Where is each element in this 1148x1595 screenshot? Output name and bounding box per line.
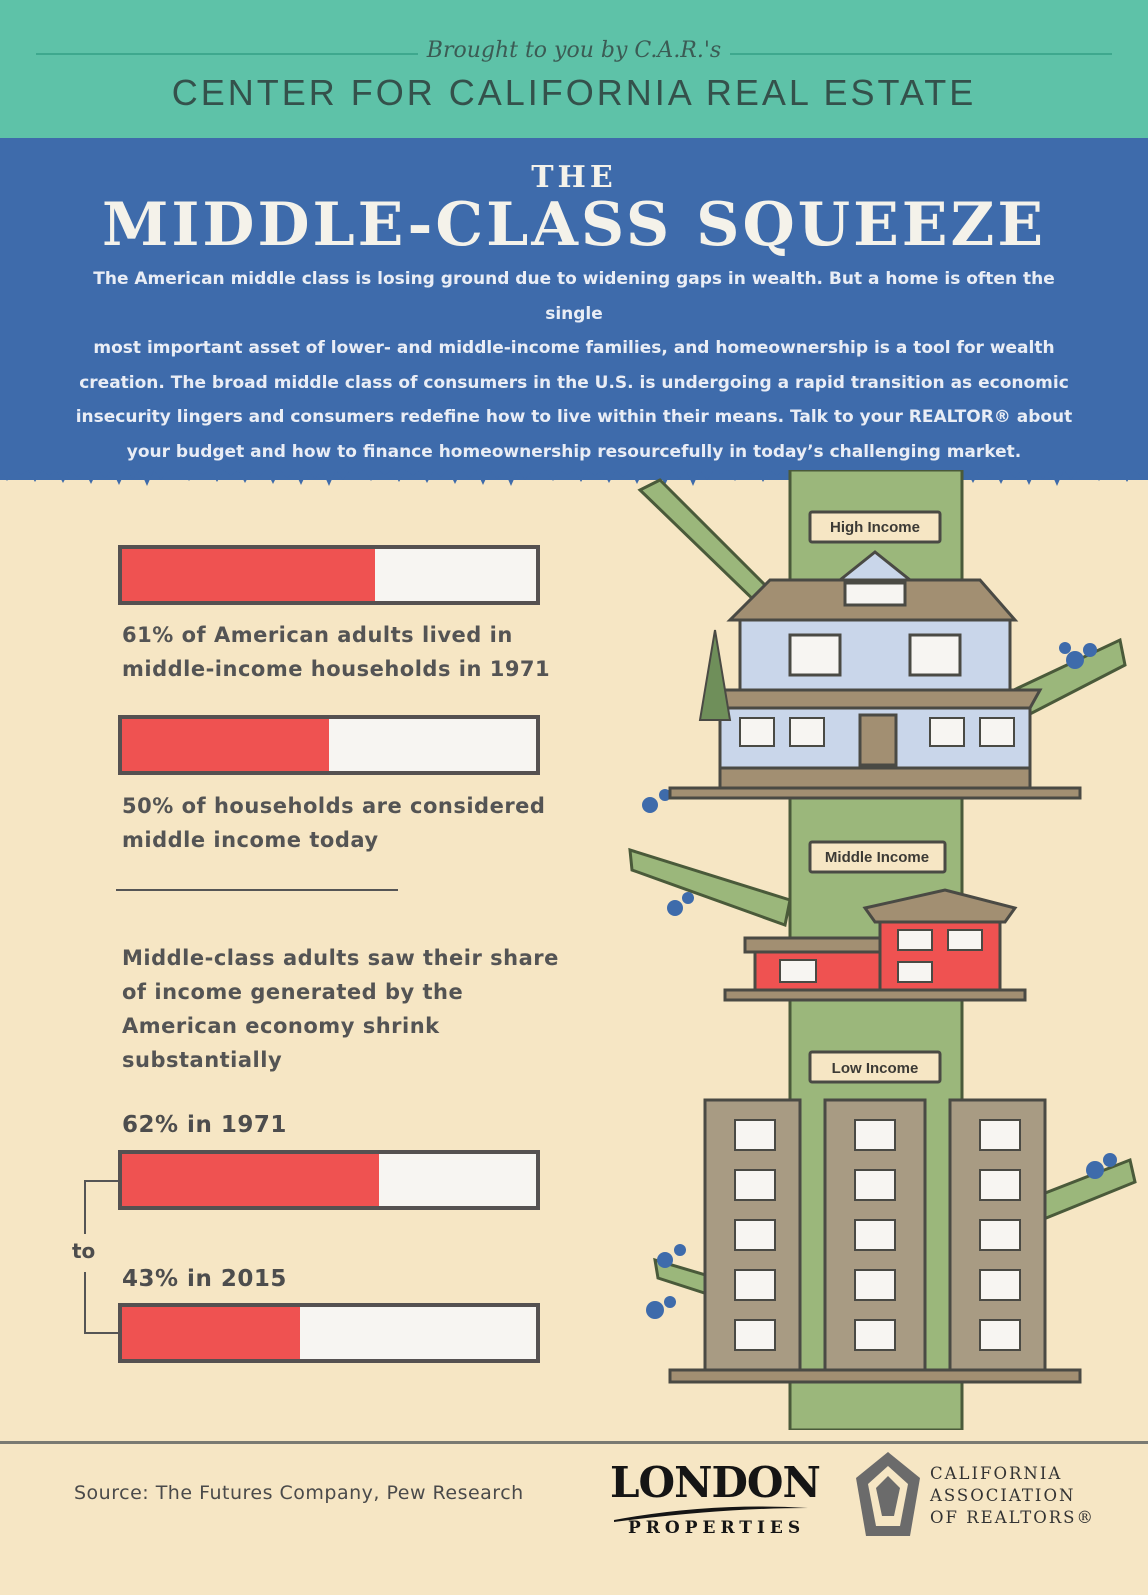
bracket-bottom [84, 1272, 118, 1334]
header-rule-left [36, 53, 418, 55]
title-the: THE [531, 160, 617, 195]
apartment-window [734, 1119, 776, 1151]
london-logo-subtext: PROPERTIES [628, 1518, 806, 1538]
apartment-window [979, 1269, 1021, 1301]
apartment-window [854, 1219, 896, 1251]
stat-1971-adults-text: 61% of American adults lived in middle-i… [122, 618, 550, 686]
intro-line: your budget and how to finance homeowner… [126, 441, 1022, 462]
intro-line: The American middle class is losing grou… [93, 269, 1055, 324]
intro-line: insecurity lingers and consumers redefin… [75, 407, 1073, 427]
source-credit: Source: The Futures Company, Pew Researc… [74, 1482, 524, 1504]
stat-line: Middle-class adults saw their share [122, 946, 559, 970]
connector-to: to [72, 1239, 96, 1263]
progress-bar-share-2015 [118, 1303, 540, 1363]
intro-line: creation. The broad middle class of cons… [79, 372, 1069, 393]
leaf-fringe [0, 462, 1148, 486]
bracket-top [84, 1180, 118, 1234]
label-middle-income: Middle Income [825, 849, 929, 866]
stat-line: 61% of American adults lived in [122, 623, 513, 647]
apartment-window [979, 1169, 1021, 1201]
apartment-window [854, 1169, 896, 1201]
london-logo-swoosh [614, 1506, 808, 1522]
car-logo-icon [856, 1452, 920, 1536]
share-description: Middle-class adults saw their share of i… [122, 941, 559, 1077]
center-name: CENTER FOR CALIFORNIA REAL ESTATE [171, 72, 977, 113]
stat-today-households-text: 50% of households are considered middle … [122, 789, 545, 857]
apartment-window [979, 1319, 1021, 1351]
progress-bar-1971-adults [118, 545, 540, 605]
apartment-window [734, 1169, 776, 1201]
header-band [0, 0, 1148, 138]
bar-fill [122, 1307, 301, 1359]
apartment-window [854, 1269, 896, 1301]
header-rule-right [730, 53, 1112, 55]
apartment-window [979, 1219, 1021, 1251]
apartment-window [854, 1319, 896, 1351]
share-2015-label: 43% in 2015 [122, 1266, 287, 1292]
progress-bar-today-households [118, 715, 540, 775]
footer-rule [0, 1441, 1148, 1444]
bar-fill [122, 549, 375, 601]
label-high-income: High Income [830, 519, 920, 536]
treehouse-illustration: High Income Middle Income Low Income [628, 470, 1137, 1430]
apartment-window [854, 1119, 896, 1151]
stat-line: middle income today [122, 828, 379, 852]
brought-by-text: Brought to you by C.A.R.'s [426, 38, 722, 63]
intro-line: most important asset of lower- and middl… [93, 338, 1055, 358]
section-divider [116, 889, 398, 891]
progress-bar-share-1971 [118, 1150, 540, 1210]
stat-line: of income generated by the [122, 980, 464, 1004]
apartment-window [979, 1119, 1021, 1151]
stat-line: American economy shrink [122, 1014, 440, 1038]
car-name-line: CALIFORNIA [930, 1464, 1063, 1483]
stat-line: substantially [122, 1048, 283, 1072]
car-name-line: OF REALTORS® [930, 1508, 1095, 1527]
apartment-window [734, 1269, 776, 1301]
bar-fill [122, 1154, 379, 1206]
apartment-window [734, 1319, 776, 1351]
car-name-line: ASSOCIATION [930, 1486, 1076, 1505]
page-title: MIDDLE-CLASS SQUEEZE [101, 190, 1047, 260]
label-low-income: Low Income [832, 1060, 919, 1077]
share-1971-label: 62% in 1971 [122, 1112, 287, 1138]
stat-line: 50% of households are considered [122, 794, 546, 818]
apartment-window [734, 1219, 776, 1251]
intro-paragraph: The American middle class is losing grou… [70, 262, 1078, 469]
title-band [0, 138, 1148, 480]
bar-fill [122, 719, 329, 771]
stat-line: middle-income households in 1971 [122, 657, 551, 681]
london-logo-text: LONDON [610, 1458, 821, 1507]
